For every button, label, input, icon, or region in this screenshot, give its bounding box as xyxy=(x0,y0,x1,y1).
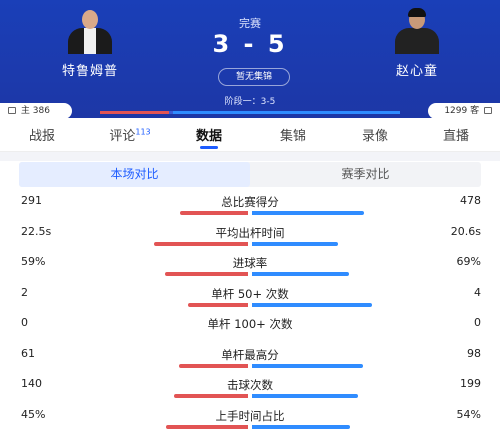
stat-away-bar xyxy=(252,363,363,368)
away-support-button[interactable]: 1299 客 xyxy=(428,103,500,119)
tab-bar: 战报 评论113 数据 集锦 录像 直播 xyxy=(0,119,500,152)
section-divider xyxy=(0,152,500,161)
stat-home-bar xyxy=(154,241,248,246)
stat-away-value: 478 xyxy=(460,194,481,207)
stat-label: 平均出杆时间 xyxy=(215,225,285,240)
stat-away-value: 199 xyxy=(460,377,481,390)
stat-home-value: 22.5s xyxy=(21,224,52,238)
tab-data[interactable]: 数据 xyxy=(195,129,222,144)
home-player-avatar xyxy=(63,8,117,54)
stat-away-value: 54% xyxy=(456,407,481,421)
stat-label: 单杆最高分 xyxy=(221,347,279,362)
stat-away-bar xyxy=(252,302,372,307)
stat-home-value: 61 xyxy=(21,346,35,360)
thumb-up-icon xyxy=(484,107,492,114)
support-bar xyxy=(100,111,400,114)
stat-away-value: 4 xyxy=(474,285,481,299)
stat-home-bar xyxy=(173,394,248,398)
match-status: 完赛 xyxy=(239,17,261,30)
stat-row: 0 单杆 100+ 次数 0 xyxy=(0,312,500,342)
match-header: 特鲁姆普 完赛 3 - 5 暂无集锦 阶段一：3-5 赵心童 主 386 129… xyxy=(0,0,500,119)
stat-row: 45% 上手时间占比 54% xyxy=(0,404,500,434)
active-tab-indicator xyxy=(200,146,218,149)
stat-away-bar xyxy=(252,394,358,398)
home-support-fill xyxy=(100,111,169,114)
home-support-label: 主 xyxy=(20,106,30,116)
stat-away-bar xyxy=(252,424,351,429)
stat-home-value: 291 xyxy=(21,194,42,207)
stat-label: 进球率 xyxy=(232,256,268,270)
home-player[interactable]: 特鲁姆普 xyxy=(30,8,150,79)
stat-home-value: 140 xyxy=(21,377,42,390)
segment-this-match[interactable]: 本场对比 xyxy=(19,162,250,187)
stat-home-value: 59% xyxy=(21,255,46,268)
stat-home-bar xyxy=(178,363,248,368)
stat-home-bar xyxy=(188,302,248,307)
tab-replay[interactable]: 录像 xyxy=(361,129,388,144)
home-support-count: 386 xyxy=(32,106,50,116)
away-player[interactable]: 赵心童 xyxy=(357,8,477,79)
stat-home-value: 45% xyxy=(21,407,46,421)
highlights-button[interactable]: 暂无集锦 xyxy=(218,68,290,86)
thumb-up-icon xyxy=(8,107,16,114)
tab-comments[interactable]: 评论113 xyxy=(109,127,151,144)
stat-label: 击球次数 xyxy=(227,378,273,392)
stat-label: 单杆 50+ 次数 xyxy=(211,286,289,301)
stat-row: 59% 进球率 69% xyxy=(0,251,500,281)
away-player-avatar xyxy=(390,8,444,54)
stat-home-value: 0 xyxy=(21,316,28,329)
away-support-fill xyxy=(172,111,400,114)
away-support-count: 1299 xyxy=(444,106,468,116)
stat-away-value: 20.6s xyxy=(450,224,481,238)
stat-home-value: 2 xyxy=(21,285,28,299)
stat-row: 61 单杆最高分 98 xyxy=(0,343,500,373)
stat-away-value: 69% xyxy=(456,255,481,268)
stat-away-bar xyxy=(252,272,350,276)
match-stage: 阶段一：3-5 xyxy=(224,97,276,107)
comparison-segment: 本场对比 赛季对比 xyxy=(19,162,481,187)
away-player-name: 赵心童 xyxy=(395,64,438,79)
tab-live[interactable]: 直播 xyxy=(442,129,469,144)
stat-away-bar xyxy=(252,211,364,215)
stat-label: 单杆 100+ 次数 xyxy=(207,317,293,331)
stat-row: 140 击球次数 199 xyxy=(0,373,500,403)
stat-row: 2 单杆 50+ 次数 4 xyxy=(0,282,500,312)
stat-home-bar xyxy=(165,272,248,276)
match-score: 3 - 5 xyxy=(212,30,288,58)
home-support-button[interactable]: 主 386 xyxy=(0,103,72,119)
stat-row: 291 总比赛得分 478 xyxy=(0,190,500,220)
away-support-label: 客 xyxy=(470,106,480,116)
stat-away-value: 98 xyxy=(467,346,481,360)
comment-count-badge: 113 xyxy=(135,127,151,137)
stat-row: 22.5s 平均出杆时间 20.6s xyxy=(0,221,500,251)
tab-highlights[interactable]: 集锦 xyxy=(279,129,306,144)
stat-away-value: 0 xyxy=(474,316,481,329)
stat-label: 上手时间占比 xyxy=(215,408,285,423)
home-player-name: 特鲁姆普 xyxy=(61,64,118,79)
stat-home-bar xyxy=(166,424,248,429)
tab-report[interactable]: 战报 xyxy=(28,129,55,144)
stat-label: 总比赛得分 xyxy=(221,195,279,209)
stat-home-bar xyxy=(179,211,248,215)
segment-season[interactable]: 赛季对比 xyxy=(341,167,390,181)
stat-away-bar xyxy=(252,241,339,246)
